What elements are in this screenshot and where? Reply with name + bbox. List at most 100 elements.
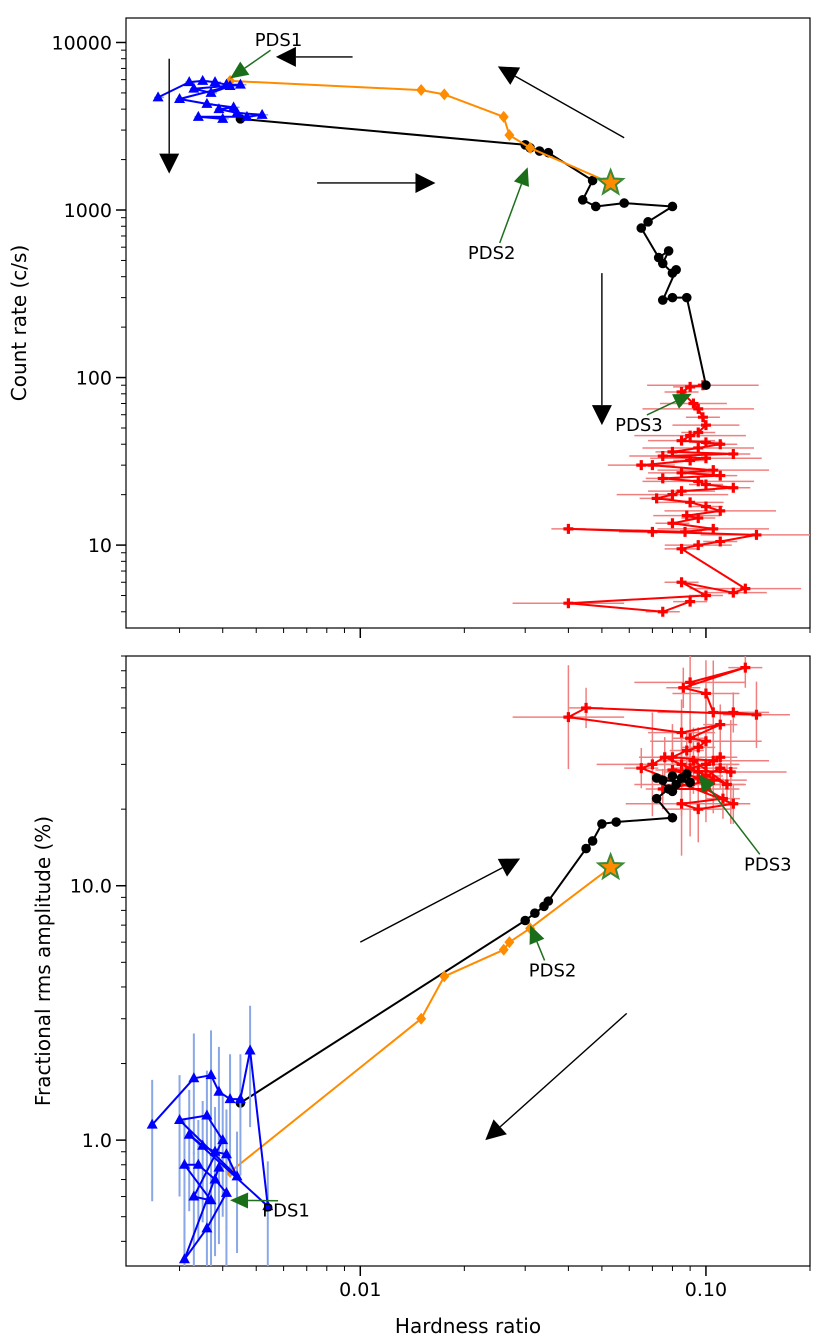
bottom-point-red [676, 759, 687, 770]
bottom-point-red [700, 688, 711, 699]
top-point-blue [241, 110, 253, 121]
top-plot-frame [125, 17, 811, 629]
top-point-red [563, 523, 574, 534]
bottom-point-blue [213, 1085, 225, 1096]
bottom-point-red [715, 752, 726, 763]
bottom-point-blue [205, 1069, 217, 1080]
top-point-blue [188, 82, 200, 93]
top-point-black [667, 201, 678, 212]
bottom-point-blue [188, 1072, 200, 1083]
bottom-point-blue [201, 1109, 213, 1120]
bottom-point-orange [498, 943, 509, 956]
bottom-point-red [751, 709, 762, 720]
top-point-red [647, 526, 658, 537]
top-point-red [693, 442, 704, 453]
bottom-point-orange [439, 970, 450, 983]
bottom-point-blue [244, 1044, 256, 1055]
bottom-point-black [530, 908, 540, 918]
top-series-blue [152, 74, 269, 123]
top-annotation-arrow [646, 400, 676, 416]
bottom-y-tick-label: 10.0 [70, 876, 112, 898]
bottom-point-black [685, 777, 695, 788]
bottom-point-blue [178, 1158, 190, 1169]
bottom-point-red [715, 763, 726, 774]
top-series-orange [225, 74, 616, 189]
bottom-point-red [708, 755, 719, 766]
top-point-red [667, 446, 678, 457]
top-point-red [728, 587, 739, 598]
bottom-point-black [520, 915, 531, 926]
bottom-point-blue [146, 1118, 158, 1129]
top-point-red [651, 493, 662, 504]
bottom-direction-arrow [485, 1012, 628, 1141]
top-point-orange [416, 84, 427, 97]
bottom-point-black [587, 836, 598, 846]
top-annotation-label: PDS3 [615, 415, 663, 436]
top-direction-arrow [317, 172, 436, 193]
bottom-point-red [693, 804, 704, 815]
bottom-x-tick-label: 0.01 [339, 1279, 381, 1301]
top-point-red [680, 526, 691, 537]
bottom-point-blue [183, 1128, 195, 1139]
bottom-point-red [708, 707, 719, 718]
top-direction-arrow [591, 273, 612, 426]
bottom-point-red [685, 733, 696, 744]
bottom-point-red [715, 719, 726, 730]
top-direction-arrow [497, 66, 625, 139]
bottom-point-black [681, 769, 692, 779]
top-point-red [728, 448, 739, 459]
top-point-blue [174, 92, 186, 103]
top-point-red [636, 460, 647, 471]
top-point-red [728, 482, 739, 493]
top-point-red [681, 510, 692, 521]
bottom-point-blue [262, 1200, 274, 1211]
top-point-red [676, 435, 687, 446]
top-point-red [700, 501, 711, 512]
bottom-point-red [676, 727, 687, 738]
top-point-red [693, 513, 704, 524]
top-series-line-orange [230, 79, 611, 184]
top-point-red [700, 590, 711, 601]
bottom-point-red [676, 798, 687, 809]
bottom-star-marker [595, 851, 626, 881]
top-point-black [657, 295, 668, 305]
top-point-black [636, 223, 647, 233]
bottom-point-red [700, 736, 711, 747]
bottom-point-red [563, 712, 574, 723]
bottom-point-blue [188, 1190, 200, 1201]
top-annotation-arrow [499, 183, 523, 244]
bottom-data-layer [146, 656, 790, 1266]
top-point-red [700, 479, 711, 490]
bottom-point-black [581, 843, 591, 854]
bottom-point-blue [209, 1173, 221, 1184]
top-annotation-pds2: PDS2 [468, 167, 529, 264]
top-annotation-arrowhead [672, 393, 692, 409]
top-point-red [693, 476, 704, 487]
top-y-axis-label: Count rate (c/s) [7, 245, 31, 402]
top-point-red [647, 460, 658, 471]
top-point-red [715, 470, 726, 481]
bottom-point-red [700, 759, 711, 770]
top-y-tick-label: 1000 [64, 200, 112, 222]
bottom-point-black [651, 773, 662, 783]
top-point-black [701, 380, 711, 391]
top-point-red [700, 437, 711, 448]
top-point-red [715, 439, 726, 450]
bottom-annotation-arrowhead [529, 925, 545, 945]
bottom-point-blue [192, 1158, 204, 1169]
bottom-series-line-red [567, 666, 758, 811]
bottom-point-red [717, 793, 728, 804]
bottom-point-red [688, 755, 699, 766]
bottom-series-orange [225, 861, 616, 1178]
top-point-black [671, 264, 681, 275]
bottom-y-axis-label: Fractional rms amplitude (%) [31, 816, 55, 1106]
top-point-blue [231, 106, 243, 117]
top-point-red [667, 518, 678, 529]
bottom-y-tick-label: 1.0 [82, 1130, 112, 1152]
bottom-point-blue [220, 1186, 232, 1197]
bottom-point-blue [213, 1161, 225, 1172]
bottom-point-blue [197, 1139, 209, 1150]
top-point-red [708, 465, 719, 476]
bottom-series-line-black [239, 773, 692, 1104]
